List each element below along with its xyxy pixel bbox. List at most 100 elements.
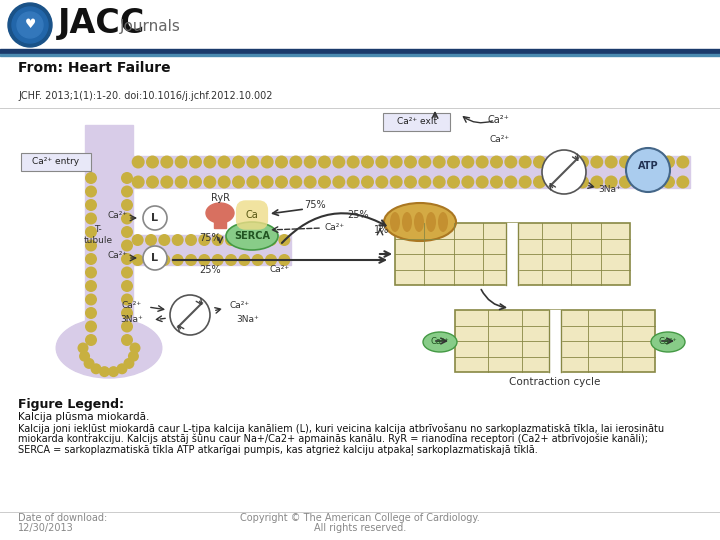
Circle shape	[590, 156, 603, 168]
Circle shape	[198, 254, 210, 266]
Circle shape	[121, 267, 133, 279]
Circle shape	[121, 334, 133, 346]
Circle shape	[203, 156, 216, 168]
Circle shape	[132, 254, 144, 266]
Circle shape	[279, 234, 290, 246]
Circle shape	[146, 156, 159, 168]
Circle shape	[212, 234, 224, 246]
Circle shape	[17, 12, 43, 38]
Bar	[131, 156, 690, 188]
Circle shape	[279, 254, 290, 266]
Circle shape	[346, 176, 360, 188]
Circle shape	[476, 156, 489, 168]
Circle shape	[605, 176, 618, 188]
Circle shape	[225, 234, 237, 246]
Circle shape	[85, 253, 97, 265]
Circle shape	[318, 176, 331, 188]
Circle shape	[132, 176, 145, 188]
Circle shape	[361, 176, 374, 188]
Circle shape	[185, 254, 197, 266]
Text: Ca²⁺: Ca²⁺	[487, 115, 509, 125]
Circle shape	[121, 186, 133, 198]
Text: Journals: Journals	[120, 18, 181, 33]
Text: Copyright © The American College of Cardiology.: Copyright © The American College of Card…	[240, 513, 480, 523]
Ellipse shape	[390, 212, 400, 232]
Circle shape	[145, 254, 157, 266]
Text: Date of download:: Date of download:	[18, 513, 107, 523]
Circle shape	[261, 176, 274, 188]
Ellipse shape	[423, 332, 457, 352]
Text: ♥: ♥	[24, 18, 35, 31]
Text: L: L	[151, 253, 158, 263]
Circle shape	[447, 176, 460, 188]
Text: Ca²⁺ entry: Ca²⁺ entry	[32, 158, 80, 166]
Circle shape	[117, 363, 127, 374]
Circle shape	[85, 172, 97, 184]
Text: Ca²⁺: Ca²⁺	[122, 300, 142, 309]
Circle shape	[490, 156, 503, 168]
Circle shape	[198, 234, 210, 246]
Text: Ca²⁺: Ca²⁺	[108, 211, 128, 219]
Circle shape	[433, 156, 446, 168]
Circle shape	[78, 342, 89, 354]
Circle shape	[605, 156, 618, 168]
Text: 75%: 75%	[199, 233, 221, 243]
Circle shape	[619, 156, 632, 168]
Text: Ca²⁺: Ca²⁺	[431, 338, 449, 347]
Text: SERCA = sarkoplazmatiskā tīkla ATP atkarīgai pumpis, kas atgrież kalciju atpakaļ: SERCA = sarkoplazmatiskā tīkla ATP atkar…	[18, 444, 538, 455]
Circle shape	[676, 176, 689, 188]
Circle shape	[130, 342, 140, 354]
Circle shape	[158, 254, 171, 266]
Circle shape	[85, 186, 97, 198]
Text: 1%: 1%	[374, 225, 390, 235]
Ellipse shape	[438, 212, 448, 232]
Bar	[214, 214, 226, 228]
Bar	[20, 112, 700, 392]
Text: T-
tubule: T- tubule	[84, 225, 112, 245]
Circle shape	[85, 294, 97, 306]
Text: 25%: 25%	[347, 210, 369, 220]
Text: SERCA: SERCA	[234, 231, 270, 241]
Circle shape	[304, 176, 317, 188]
Circle shape	[361, 156, 374, 168]
Circle shape	[128, 350, 139, 362]
Circle shape	[626, 148, 670, 192]
Circle shape	[232, 156, 245, 168]
Circle shape	[121, 240, 133, 252]
Ellipse shape	[426, 212, 436, 232]
Circle shape	[146, 176, 159, 188]
Text: 3Na⁺: 3Na⁺	[121, 315, 143, 325]
FancyBboxPatch shape	[383, 113, 450, 131]
Circle shape	[121, 307, 133, 319]
Circle shape	[261, 156, 274, 168]
Circle shape	[619, 176, 632, 188]
Circle shape	[265, 254, 277, 266]
Circle shape	[79, 350, 90, 362]
Circle shape	[252, 254, 264, 266]
Circle shape	[143, 206, 167, 230]
Text: 3Na⁺: 3Na⁺	[237, 315, 259, 325]
Circle shape	[265, 234, 277, 246]
Circle shape	[238, 254, 251, 266]
Text: Ca²⁺: Ca²⁺	[270, 266, 290, 274]
Circle shape	[121, 172, 133, 184]
Circle shape	[232, 176, 245, 188]
Circle shape	[217, 176, 230, 188]
Bar	[506, 223, 518, 285]
Text: Figure Legend:: Figure Legend:	[18, 398, 124, 411]
Circle shape	[275, 176, 288, 188]
Circle shape	[189, 176, 202, 188]
Circle shape	[662, 156, 675, 168]
Text: Contraction cycle: Contraction cycle	[509, 377, 600, 387]
Circle shape	[171, 234, 184, 246]
Text: Kalcija joni iekļūst miokardā caur L-tipa kalcija kanāliem (L), kuri veicina kal: Kalcija joni iekļūst miokardā caur L-tip…	[18, 424, 664, 435]
Circle shape	[161, 156, 174, 168]
Text: Ca²⁺: Ca²⁺	[659, 338, 678, 347]
Text: 25%: 25%	[199, 265, 221, 275]
Text: Ca²⁺: Ca²⁺	[325, 224, 345, 233]
Circle shape	[84, 358, 94, 369]
Circle shape	[275, 156, 288, 168]
Circle shape	[576, 156, 589, 168]
Circle shape	[476, 176, 489, 188]
Ellipse shape	[206, 203, 234, 223]
